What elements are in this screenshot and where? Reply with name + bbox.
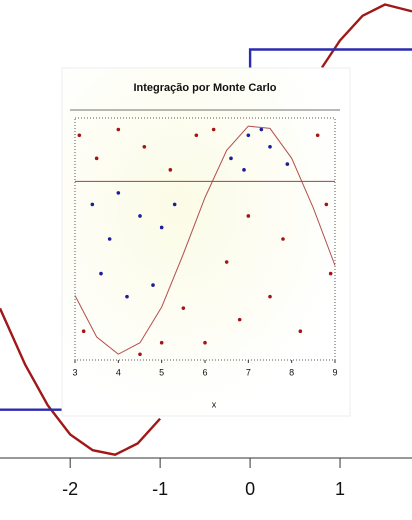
point: [159, 225, 164, 230]
point: [142, 145, 147, 149]
line-series: [248, 48, 412, 68]
point: [246, 214, 251, 218]
x-tick-label: 9: [332, 367, 337, 377]
point: [138, 214, 142, 218]
point: [172, 202, 177, 207]
x-tick-label: 7: [246, 367, 251, 377]
point: [315, 133, 320, 138]
inset-panel: [61, 67, 351, 417]
point: [259, 127, 264, 132]
point: [99, 271, 103, 276]
point: [246, 133, 251, 138]
point: [194, 133, 199, 138]
point: [116, 191, 121, 195]
inset-chart: Integração por Monte Carlo x 3 4 5 6 7 8 9: [70, 82, 340, 409]
point: [159, 340, 164, 345]
x-tick-label: 1: [335, 479, 345, 499]
point: [203, 340, 207, 345]
point: [138, 352, 142, 357]
point: [281, 237, 285, 241]
point: [77, 133, 82, 138]
x-axis-label: x: [212, 399, 217, 409]
background-chart: -2 -1 0 1: [0, 3, 412, 499]
point: [81, 329, 86, 333]
point: [107, 237, 112, 241]
inset-title: Integração por Monte Carlo: [133, 82, 276, 94]
point: [116, 127, 121, 132]
x-tick-label: 6: [202, 367, 207, 377]
x-tick-label: 8: [289, 367, 294, 377]
point: [298, 329, 303, 333]
x-tick-label: 4: [116, 367, 121, 377]
point: [268, 294, 272, 299]
point: [168, 168, 173, 172]
line-series: [74, 125, 336, 355]
x-tick-label: 3: [72, 367, 77, 377]
x-tick-label: 0: [245, 479, 255, 499]
point: [181, 306, 186, 310]
point: [125, 294, 129, 299]
plot-frame: [74, 117, 336, 361]
point: [324, 202, 329, 207]
point: [229, 156, 233, 161]
x-tick-label: -1: [152, 479, 168, 499]
point: [328, 271, 333, 276]
point: [237, 317, 242, 322]
point: [94, 156, 99, 161]
point: [211, 127, 216, 132]
point: [268, 145, 272, 149]
point: [224, 260, 229, 264]
point: [151, 283, 155, 287]
x-tick-label: 5: [159, 367, 164, 377]
x-tick-label: -2: [62, 479, 78, 499]
point: [90, 202, 95, 207]
point: [285, 162, 290, 166]
point: [242, 168, 246, 172]
